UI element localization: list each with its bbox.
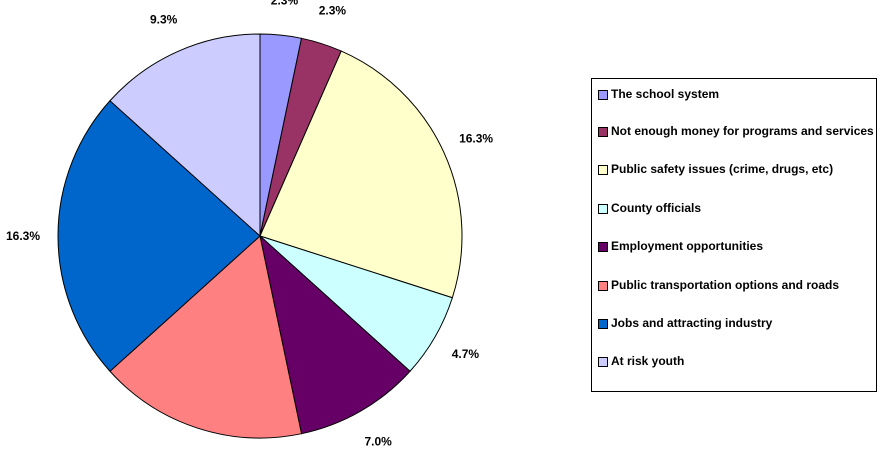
legend-item-jobs-industry: Jobs and attracting industry [598, 317, 874, 330]
legend-item-county-officials: County officials [598, 202, 874, 215]
legend-swatch [598, 204, 608, 214]
pie-data-label: 4.7% [452, 347, 480, 361]
pie-slice [259, 234, 411, 435]
legend-item-school-system: The school system [598, 88, 874, 101]
legend-label: County officials [611, 201, 702, 215]
pie-data-label: 2.3% [319, 3, 347, 17]
pie-data-label: 7.0% [365, 434, 393, 448]
legend-swatch [598, 165, 608, 175]
pie-slice [109, 235, 303, 439]
legend-swatch [598, 281, 608, 291]
legend-swatch [598, 127, 608, 137]
pie-data-label: 16.3% [6, 229, 40, 243]
legend-item-at-risk-youth: At risk youth [598, 355, 874, 368]
pie-data-label: 9.3% [150, 12, 178, 26]
legend-label: Employment opportunities [611, 239, 764, 253]
pie-data-label: 16.3% [459, 132, 493, 146]
pie-slice [109, 33, 261, 238]
legend-swatch [598, 319, 608, 329]
legend-item-employment: Employment opportunities [598, 240, 874, 253]
legend-swatch [598, 90, 608, 100]
legend-label: The school system [611, 87, 720, 101]
legend-label: Public transportation options and roads [611, 278, 840, 292]
legend-label: Public safety issues (crime, drugs, etc) [611, 162, 834, 176]
pie-slices [57, 33, 463, 439]
pie-data-label: 2.3% [271, 0, 299, 7]
legend: The school system Not enough money for p… [591, 78, 877, 392]
legend-swatch [598, 357, 608, 367]
legend-label: Not enough money for programs and servic… [611, 124, 874, 138]
legend-item-not-enough-money: Not enough money for programs and servic… [598, 125, 874, 138]
pie-slice [259, 50, 463, 299]
legend-item-public-safety: Public safety issues (crime, drugs, etc) [598, 163, 874, 176]
legend-item-public-transportation: Public transportation options and roads [598, 279, 874, 292]
legend-label: At risk youth [611, 354, 685, 368]
pie-data-labels: 2.3%2.3%16.3%4.7%7.0%11.6%16.3%9.3% [6, 0, 493, 448]
legend-swatch [598, 242, 608, 252]
legend-label: Jobs and attracting industry [611, 316, 773, 330]
pie-slice [57, 100, 261, 372]
